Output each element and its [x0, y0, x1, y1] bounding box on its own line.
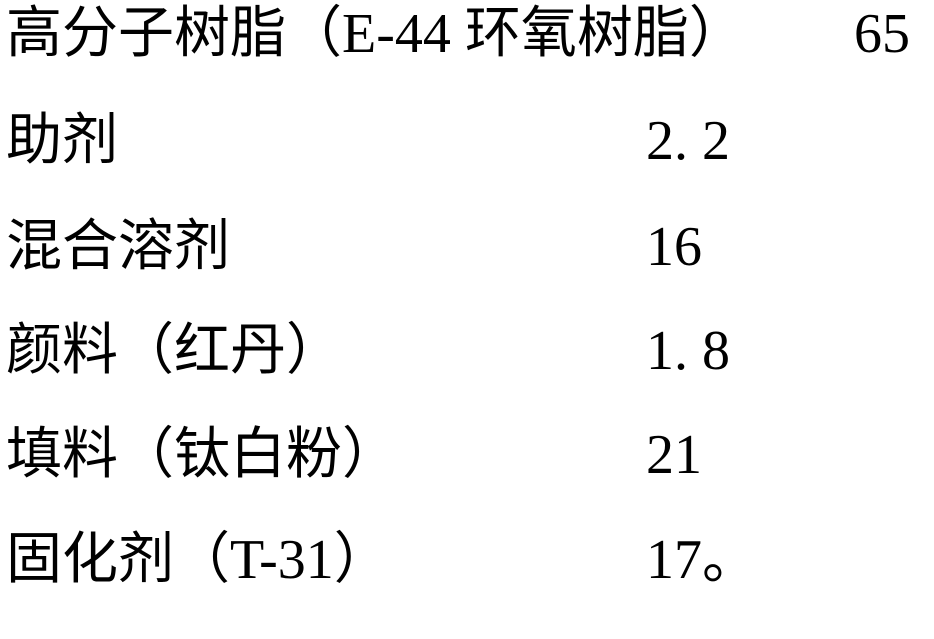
ingredient-label: 填料（钛白粉）: [6, 427, 646, 483]
ingredient-label: 高分子树脂（E-44 环氧树脂）: [6, 6, 854, 62]
ingredient-value: 2. 2: [646, 113, 730, 169]
table-row: 混合溶剂 16: [0, 219, 934, 275]
ingredient-label: 颜料（红丹）: [6, 323, 646, 379]
table-row: 助剂 2. 2: [0, 113, 934, 169]
ingredient-value: 1. 8: [646, 323, 730, 379]
ingredient-label: 混合溶剂: [6, 219, 646, 275]
ingredient-label: 助剂: [6, 113, 646, 169]
ingredient-value: 21: [646, 427, 702, 483]
ingredient-value: 17。: [646, 532, 758, 588]
table-row: 高分子树脂（E-44 环氧树脂） 65: [0, 6, 934, 62]
table-row: 填料（钛白粉） 21: [0, 427, 934, 483]
ingredient-value: 65: [854, 6, 910, 62]
table-row: 颜料（红丹） 1. 8: [0, 323, 934, 379]
table-row: 固化剂（T-31） 17。: [0, 532, 934, 588]
ingredient-value: 16: [646, 219, 702, 275]
ingredient-label: 固化剂（T-31）: [6, 532, 646, 588]
document-page: 高分子树脂（E-44 环氧树脂） 65 助剂 2. 2 混合溶剂 16 颜料（红…: [0, 0, 934, 639]
